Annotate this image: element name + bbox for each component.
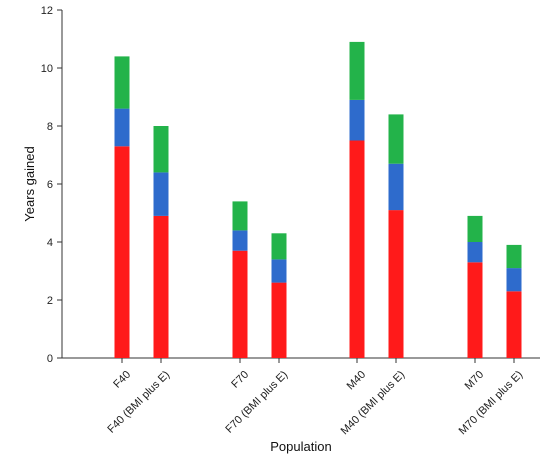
x-tick-label: F70 [229, 369, 251, 391]
bar-segment [271, 259, 287, 283]
x-tick-label: M40 [345, 369, 369, 393]
bar-segment [467, 242, 483, 263]
bar-stack [388, 114, 404, 358]
y-tick-label: 8 [47, 121, 53, 133]
bar-segment [506, 291, 522, 358]
bar-segment [232, 230, 248, 251]
bar-segment [153, 126, 169, 173]
bar-stack [153, 126, 169, 358]
bar-stack [467, 215, 483, 358]
y-tick-label: 12 [41, 5, 53, 17]
bar-segment [506, 244, 522, 269]
bar-stack [271, 233, 287, 358]
y-axis-title: Years gained [22, 146, 37, 221]
bar-segment [388, 114, 404, 164]
bar-segment [467, 262, 483, 358]
x-tick-label: F40 [111, 369, 133, 391]
bar-segment [153, 172, 169, 216]
y-tick-label: 4 [47, 237, 53, 249]
bar-segment [232, 250, 248, 358]
bar-segment [153, 215, 169, 358]
bar-stack [506, 244, 522, 358]
bar-segment [349, 140, 365, 358]
y-tick-labels: 0 2 4 6 8 10 12 [41, 5, 62, 365]
bar-stack [232, 201, 248, 358]
bar-segment [506, 268, 522, 292]
bar-segment [349, 41, 365, 100]
bar-segment [232, 201, 248, 231]
bar-segment [349, 99, 365, 141]
bar-segment [114, 108, 130, 147]
y-tick-label: 10 [41, 63, 53, 75]
x-axis-title: Population [270, 439, 331, 454]
bar-segment [467, 215, 483, 242]
bar-segment [388, 210, 404, 358]
y-tick-label: 6 [47, 179, 53, 191]
bar-segment [114, 56, 130, 109]
y-tick-label: 0 [47, 353, 53, 365]
y-tick-label: 2 [47, 295, 53, 307]
bars [114, 41, 522, 358]
x-tick-label: M70 [463, 369, 487, 393]
bar-segment [271, 282, 287, 358]
bar-segment [114, 146, 130, 358]
bar-segment [271, 233, 287, 260]
bar-segment [388, 163, 404, 211]
bar-stack [349, 41, 365, 358]
bar-stack [114, 56, 130, 358]
